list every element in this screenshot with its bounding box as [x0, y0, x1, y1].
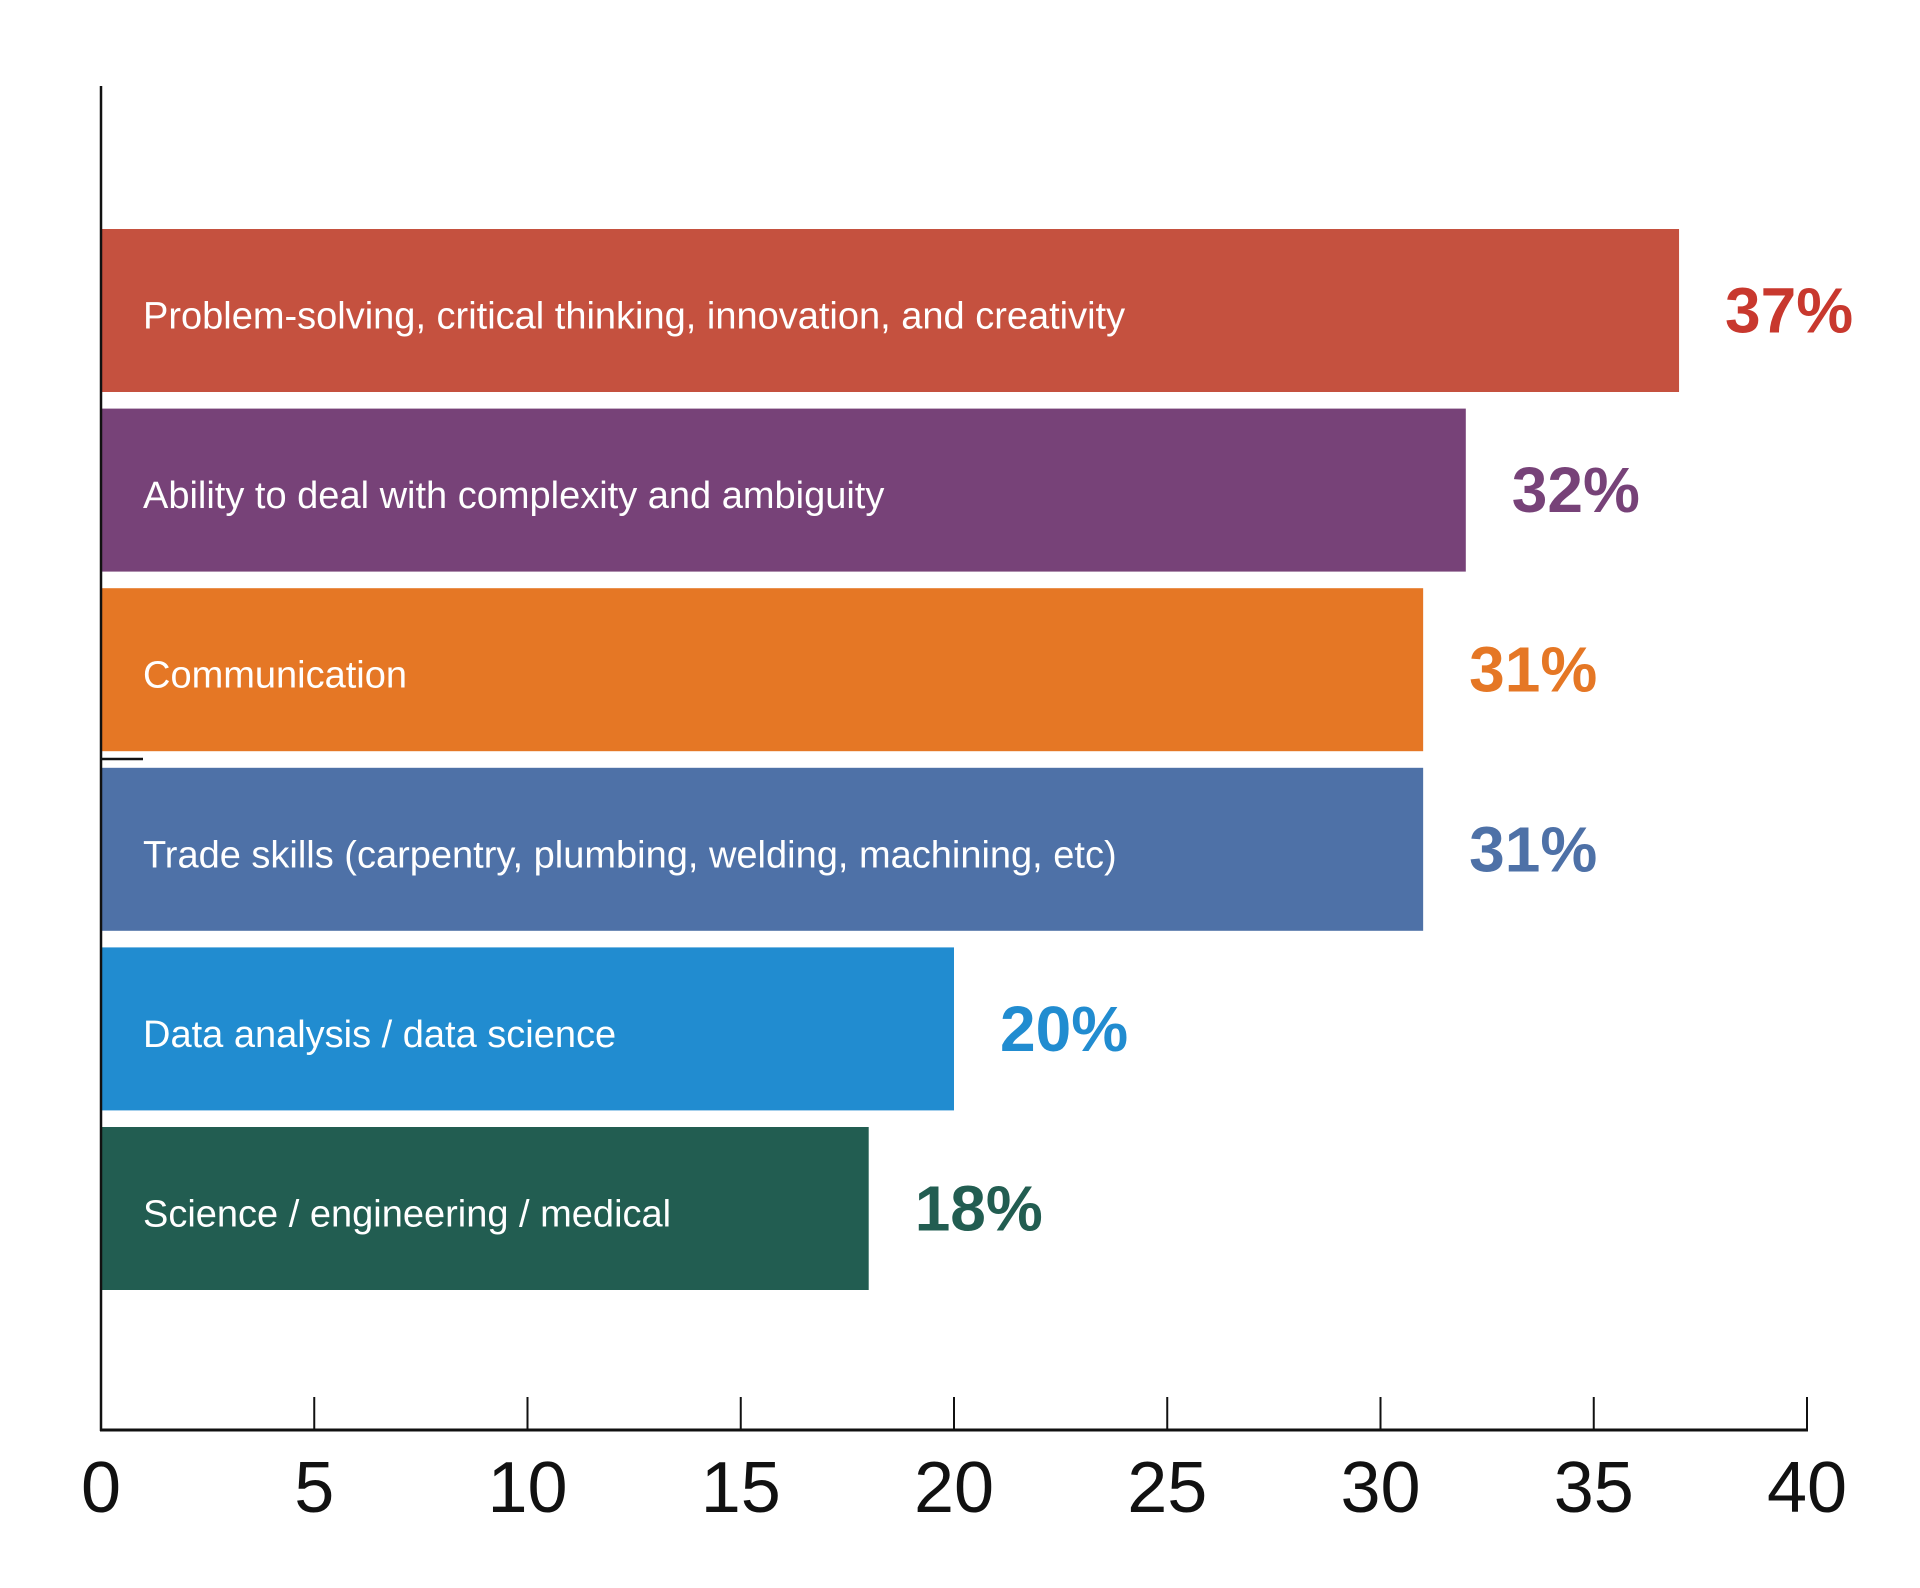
bar	[101, 947, 954, 1111]
bar-category-label: Data analysis / data science	[143, 1014, 616, 1056]
bar-category-label: Problem-solving, critical thinking, inno…	[143, 296, 1125, 338]
x-ticks-layer: 0 5 10 15 20 25 30 35 40	[81, 1397, 1847, 1528]
bar-group: Science / engineering / medical 18%	[101, 1127, 1043, 1290]
bar	[101, 1127, 869, 1290]
x-tick-label: 10	[487, 1448, 567, 1528]
bar-group: Communication 31%	[101, 588, 1597, 752]
bar-category-label: Science / engineering / medical	[143, 1194, 671, 1236]
bar-value-label: 31%	[1469, 634, 1597, 706]
x-tick-label: 25	[1127, 1448, 1207, 1528]
bar-value-label: 31%	[1469, 813, 1597, 885]
x-tick-label: 0	[81, 1448, 121, 1528]
bar	[101, 408, 1466, 572]
x-tick-label: 20	[914, 1448, 994, 1528]
bar	[101, 767, 1424, 931]
bar-value-label: 32%	[1512, 454, 1640, 526]
bar-group: Problem-solving, critical thinking, inno…	[101, 229, 1853, 392]
bar-value-label: 37%	[1725, 275, 1853, 347]
bar-value-label: 20%	[1000, 993, 1128, 1065]
bar-value-label: 18%	[915, 1173, 1043, 1245]
bar-group: Ability to deal with complexity and ambi…	[101, 408, 1640, 572]
bar-group: Data analysis / data science 20%	[101, 947, 1128, 1111]
bar	[101, 588, 1424, 752]
bar-group: Trade skills (carpentry, plumbing, weldi…	[101, 767, 1597, 931]
x-tick-label: 35	[1554, 1448, 1634, 1528]
x-tick-label: 15	[701, 1448, 781, 1528]
x-tick-label: 30	[1340, 1448, 1420, 1528]
x-tick-label: 5	[294, 1448, 334, 1528]
bar	[101, 229, 1680, 392]
bar-category-label: Communication	[143, 655, 407, 697]
x-tick-label: 40	[1767, 1448, 1847, 1528]
bars-layer: Problem-solving, critical thinking, inno…	[101, 229, 1853, 1290]
bar-category-label: Ability to deal with complexity and ambi…	[143, 475, 884, 517]
bar-category-label: Trade skills (carpentry, plumbing, weldi…	[143, 834, 1117, 876]
